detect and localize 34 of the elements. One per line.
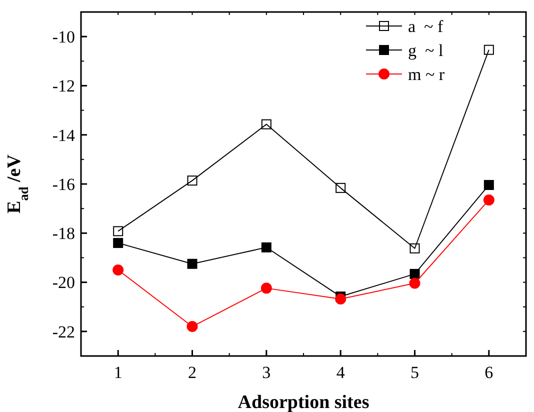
point	[261, 242, 272, 252]
x-tick-label: 5	[410, 363, 419, 382]
y-tick-label: -12	[52, 76, 75, 96]
point	[261, 119, 272, 130]
y-tick-label: -22	[52, 322, 75, 342]
point	[186, 321, 198, 332]
y-tick-label: -14	[52, 126, 76, 145]
x-axis-title: Adsorption sites	[238, 392, 370, 412]
y-tick-label: -10	[52, 28, 75, 47]
point	[484, 44, 494, 55]
point	[260, 282, 272, 294]
point	[113, 238, 124, 248]
point	[335, 293, 346, 304]
legend-label: m ~ r	[408, 64, 445, 84]
x-tick-label: 2	[188, 363, 196, 382]
y-tick-label: -16	[52, 174, 75, 194]
point	[483, 194, 494, 206]
point	[409, 278, 420, 289]
x-tick-label: 4	[336, 363, 346, 382]
x-tick-label: 1	[114, 363, 122, 382]
point	[410, 243, 420, 254]
point	[187, 258, 198, 269]
legend-label: g ~ l	[408, 40, 444, 60]
y-tick-label: -18	[52, 224, 75, 244]
legend-label: a ~ f	[408, 16, 444, 36]
point	[187, 176, 198, 186]
y-tick-label: -20	[52, 273, 75, 292]
x-tick-label: 3	[262, 363, 271, 382]
point	[410, 268, 420, 279]
point	[336, 182, 346, 193]
point	[113, 226, 124, 236]
point	[484, 180, 494, 190]
point	[112, 264, 124, 276]
x-tick-label: 6	[484, 363, 494, 382]
